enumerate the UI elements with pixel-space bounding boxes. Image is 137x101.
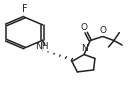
Text: F: F [22, 4, 27, 14]
Text: O: O [80, 23, 87, 32]
Text: NH: NH [35, 42, 48, 50]
Text: N: N [81, 44, 87, 53]
Text: O: O [100, 26, 107, 35]
